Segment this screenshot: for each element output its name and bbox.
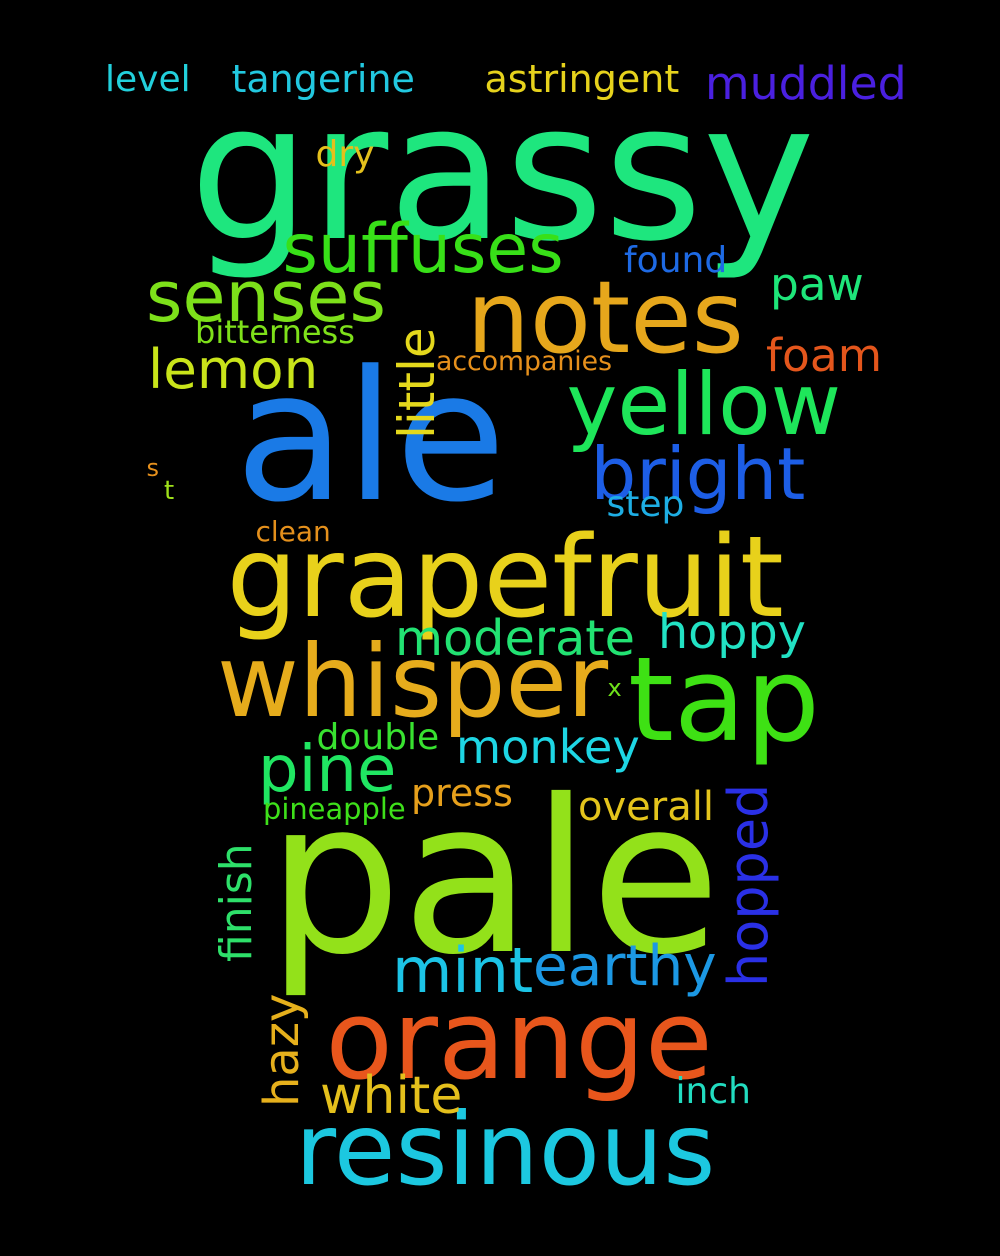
word-mint: mint — [392, 934, 534, 1007]
word-moderate: moderate — [395, 608, 635, 667]
word-overall: overall — [578, 784, 714, 830]
word-pale: pale — [267, 754, 721, 1001]
word-whisper: whisper — [217, 623, 609, 740]
word-grassy: grassy — [189, 62, 816, 283]
word-grapefruit: grapefruit — [226, 513, 784, 643]
word-earthy: earthy — [533, 934, 717, 999]
word-pineapple: pineapple — [263, 791, 406, 826]
word-muddled: muddled — [705, 56, 907, 110]
word-hopped: hopped — [717, 783, 780, 987]
word-foam: foam — [766, 329, 883, 382]
word-yellow: yellow — [566, 355, 842, 455]
word-s: s — [146, 454, 160, 482]
word-found: found — [624, 240, 728, 281]
word-tap: tap — [628, 630, 820, 768]
word-pine: pine — [258, 733, 397, 807]
word-orange: orange — [325, 976, 713, 1104]
word-suffuses: suffuses — [282, 210, 564, 289]
word-inch: inch — [675, 1071, 751, 1112]
word-press: press — [411, 771, 513, 815]
word-level: level — [105, 59, 191, 100]
word-white: white — [320, 1066, 463, 1126]
word-notes: notes — [466, 259, 744, 376]
word-x: x — [607, 674, 622, 702]
word-finish: finish — [211, 843, 262, 962]
word-tangerine: tangerine — [231, 57, 415, 101]
word-lemon: lemon — [148, 336, 319, 401]
word-t: t — [164, 476, 175, 506]
word-paw: paw — [770, 257, 864, 311]
word-hoppy: hoppy — [658, 605, 806, 660]
word-senses: senses — [146, 256, 386, 338]
word-clean: clean — [255, 515, 331, 548]
word-dry: dry — [315, 134, 375, 175]
word-astringent: astringent — [484, 57, 680, 101]
word-step: step — [606, 484, 685, 525]
word-bitterness: bitterness — [195, 313, 355, 351]
word-monkey: monkey — [456, 720, 640, 774]
word-ale: ale — [235, 333, 507, 542]
word-bright: bright — [590, 432, 806, 516]
word-little: little — [388, 327, 446, 439]
word-hazy: hazy — [254, 993, 310, 1107]
word-resinous: resinous — [295, 1091, 716, 1208]
word-double: double — [316, 717, 440, 758]
word-accompanies: accompanies — [436, 345, 612, 377]
